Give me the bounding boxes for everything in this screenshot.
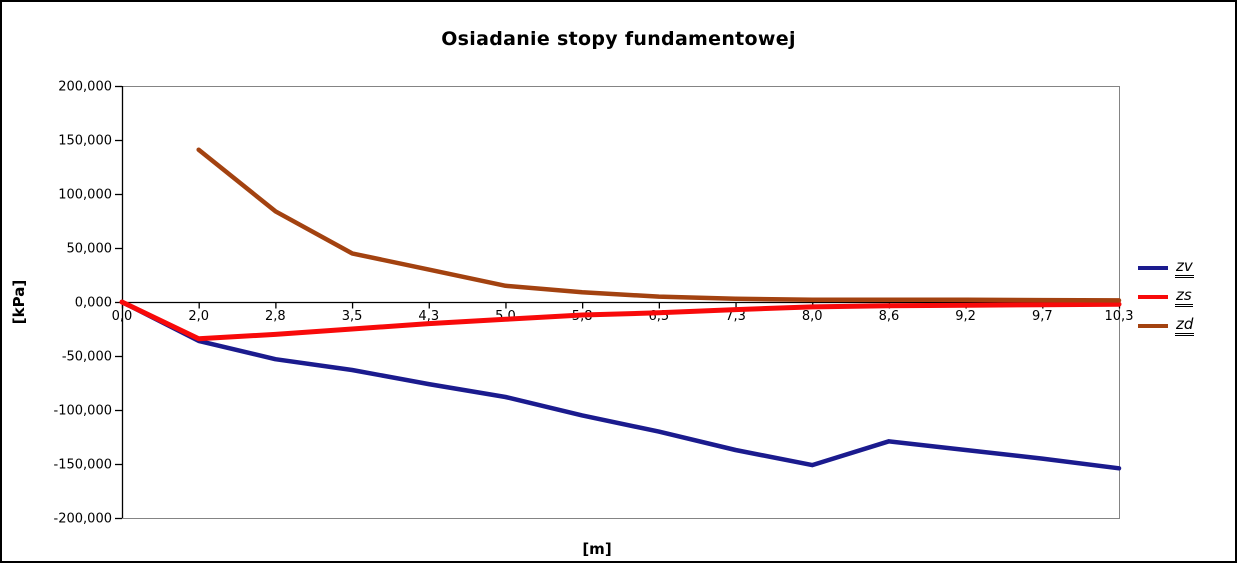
y-tick-label: -50,000 (62, 350, 112, 365)
x-tick-label: 2,8 (265, 309, 286, 324)
x-tick-label: 10,3 (1105, 309, 1134, 324)
y-tick-label: 50,000 (67, 242, 113, 257)
x-tick-label: 8,6 (879, 309, 900, 324)
legend-label-zd: zd (1175, 316, 1195, 336)
series-line-zs (119, 299, 1122, 342)
y-tick-label: 150,000 (58, 134, 112, 149)
legend-swatch-zv (1138, 266, 1168, 270)
x-tick-label: 3,5 (342, 309, 363, 324)
legend-label-zv: zv (1175, 258, 1194, 278)
x-tick-label: 7,3 (725, 309, 746, 324)
legend-swatch-zs (1138, 295, 1168, 299)
x-tick-label: 9,7 (1032, 309, 1053, 324)
x-tick-label: 4,3 (418, 309, 439, 324)
y-axis-ticks: 200,000 150,000 100,000 50,000 0,000 -50,000 -… (54, 80, 122, 527)
y-tick-label: -200,000 (54, 512, 112, 527)
x-axis-title: [m] (582, 540, 612, 558)
series-line-zv (119, 299, 1122, 471)
series-lines (119, 147, 1122, 471)
legend-label-zs: zs (1175, 287, 1193, 307)
y-axis-title: [kPa] (10, 279, 28, 325)
y-tick-label: -150,000 (54, 458, 112, 473)
legend-item-zd: zd (1138, 316, 1195, 336)
legend-swatch-zd (1138, 324, 1168, 328)
y-tick-label: 0,000 (75, 296, 112, 311)
x-tick-label: 2,0 (188, 309, 209, 324)
x-tick-label: 9,2 (955, 309, 976, 324)
y-tick-label: -100,000 (54, 404, 112, 419)
series-line-zd (196, 147, 1122, 303)
y-tick-label: 200,000 (58, 80, 112, 95)
legend-item-zs: zs (1138, 287, 1194, 307)
x-tick-label: 8,0 (802, 309, 823, 324)
chart-title: Osiadanie stopy fundamentowej (441, 28, 796, 50)
legend: zv zs zd (1138, 258, 1195, 345)
y-tick-label: 100,000 (58, 188, 112, 203)
legend-item-zv: zv (1138, 258, 1194, 278)
